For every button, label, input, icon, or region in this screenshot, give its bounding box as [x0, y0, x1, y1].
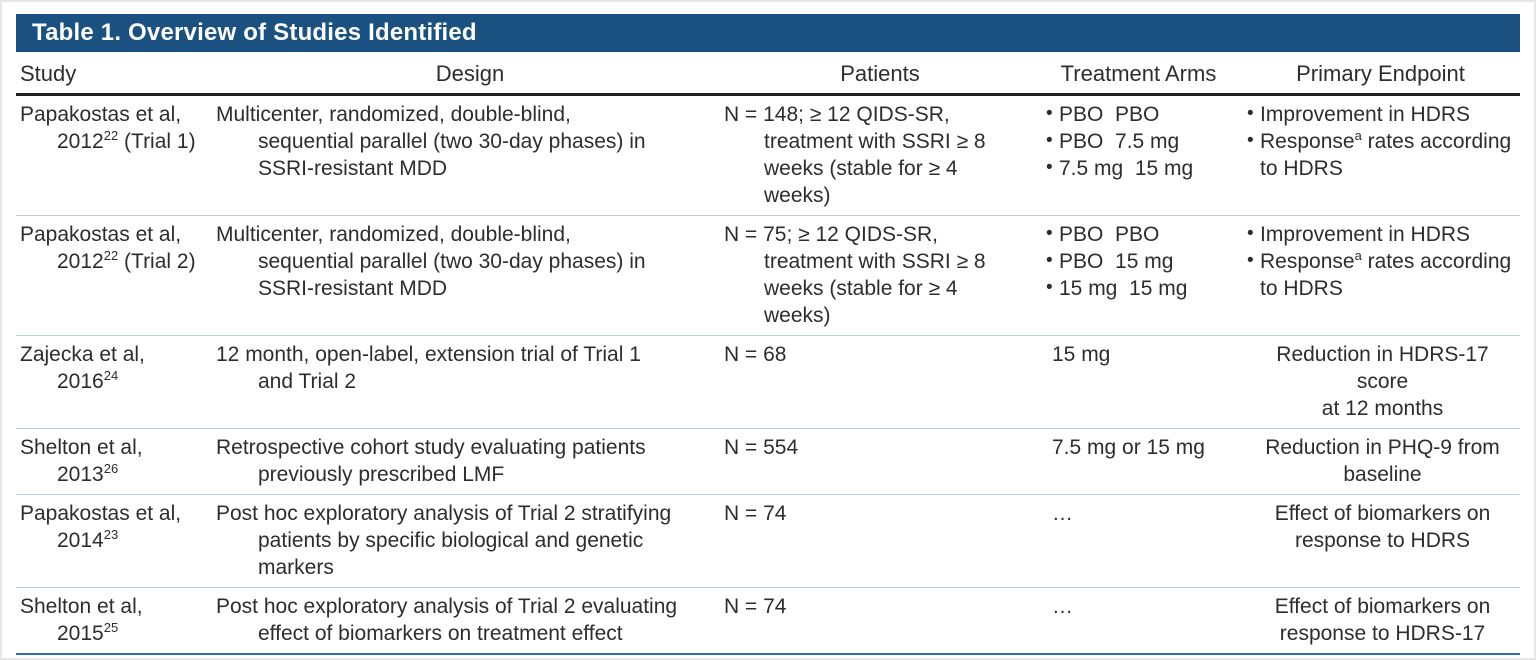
table-row-zajecka-2016: Zajecka et al, 201624 12 month, open-lab… — [16, 336, 1520, 429]
design-cell: Retrospective cohort study evaluating pa… — [216, 436, 646, 486]
endpoint-item: Responsea rates according to HDRS — [1245, 247, 1520, 302]
study-cell: Shelton et al, 201326 — [16, 434, 216, 488]
table-row-shelton-2013: Shelton et al, 201326 Retrospective coho… — [16, 429, 1520, 495]
primary-endpoint-cell: Reduction in PHQ-9 from baseline — [1241, 434, 1520, 488]
study-citation-line1: Shelton et al, — [20, 595, 143, 618]
study-citation-line1: Zajecka et al, — [20, 343, 145, 366]
table-title-bar: Table 1. Overview of Studies Identified — [16, 14, 1520, 52]
study-cell: Shelton et al, 201525 — [16, 593, 216, 647]
primary-endpoint-cell: Effect of biomarkers on response to HDRS — [1241, 500, 1520, 581]
design-cell: 12 month, open-label, extension trial of… — [216, 343, 641, 393]
column-header-treatment-arms: Treatment Arms — [1060, 61, 1217, 86]
primary-endpoint-cell: Reduction in HDRS-17 score at 12 months — [1241, 341, 1520, 422]
treatment-arm-text: 7.5 mg or 15 mg — [1052, 436, 1205, 459]
design-cell: Post hoc exploratory analysis of Trial 2… — [216, 595, 678, 645]
column-header-design: Design — [435, 61, 505, 86]
treatment-arm-item: PBO PBO — [1044, 220, 1241, 248]
footnote-marker-superscript: a — [1354, 128, 1362, 143]
design-cell: Post hoc exploratory analysis of Trial 2… — [216, 502, 672, 579]
endpoint-item: Improvement in HDRS — [1245, 100, 1520, 128]
study-citation-line2: 201525 — [57, 620, 119, 645]
design-cell: Multicenter, randomized, double-blind, s… — [216, 223, 646, 300]
citation-reference-superscript: 25 — [103, 620, 119, 635]
treatment-arms-cell: 7.5 mg or 15 mg — [1036, 434, 1241, 488]
treatment-arm-item: 15 mg 15 mg — [1044, 274, 1241, 302]
patients-cell: N = 68 — [724, 343, 787, 366]
table-row-papakostas-2014: Papakostas et al, 201423 Post hoc explor… — [16, 495, 1520, 588]
primary-endpoint-cell: Improvement in HDRS Responsea rates acco… — [1241, 220, 1520, 329]
treatment-arms-cell: … — [1036, 593, 1241, 647]
study-citation-line2: 201222 (Trial 1) — [57, 128, 196, 153]
study-cell: Papakostas et al, 201222 (Trial 1) — [16, 101, 216, 209]
citation-reference-superscript: 23 — [103, 527, 119, 542]
primary-endpoint-cell: Improvement in HDRS Responsea rates acco… — [1241, 100, 1520, 209]
table-row-papakostas-2012-trial1: Papakostas et al, 201222 (Trial 1) Multi… — [16, 96, 1520, 216]
study-cell: Zajecka et al, 201624 — [16, 341, 216, 422]
treatment-arms-cell: … — [1036, 500, 1241, 581]
study-citation-line2: 201326 — [57, 461, 119, 486]
citation-reference-superscript: 24 — [103, 368, 119, 383]
treatment-arm-text: 15 mg — [1052, 343, 1111, 366]
study-citation-line1: Papakostas et al, — [20, 103, 182, 126]
study-citation-line1: Papakostas et al, — [20, 223, 182, 246]
study-citation-line1: Shelton et al, — [20, 436, 143, 459]
citation-reference-superscript: 22 — [103, 248, 119, 263]
patients-cell: N = 74 — [724, 502, 787, 525]
treatment-arm-item: PBO PBO — [1044, 100, 1241, 128]
column-header-patients: Patients — [840, 61, 920, 86]
study-citation-line2: 201222 (Trial 2) — [57, 248, 196, 273]
study-citation-line2: 201423 — [57, 527, 119, 552]
study-cell: Papakostas et al, 201423 — [16, 500, 216, 581]
study-cell: Papakostas et al, 201222 (Trial 2) — [16, 221, 216, 329]
endpoint-text: Reduction in HDRS-17 score at 12 months — [1276, 343, 1489, 420]
design-cell: Multicenter, randomized, double-blind, s… — [216, 103, 646, 180]
table-row-shelton-2015: Shelton et al, 201525 Post hoc explorato… — [16, 588, 1520, 655]
treatment-arms-cell: PBO PBO PBO 7.5 mg 7.5 mg 15 mg — [1036, 100, 1241, 209]
patients-cell: N = 554 — [724, 436, 799, 459]
treatment-arms-cell: PBO PBO PBO 15 mg 15 mg 15 mg — [1036, 220, 1241, 329]
treatment-arms-cell: 15 mg — [1036, 341, 1241, 422]
patients-cell: N = 148; ≥ 12 QIDS-SR, treatment with SS… — [724, 103, 986, 207]
patients-cell: N = 74 — [724, 595, 787, 618]
endpoint-item: Responsea rates according to HDRS — [1245, 127, 1520, 182]
column-header-primary-endpoint: Primary Endpoint — [1296, 61, 1465, 86]
column-header-row: Study Design Patients Treatment Arms Pri… — [16, 52, 1520, 96]
endpoint-text: Effect of biomarkers on response to HDRS… — [1274, 595, 1491, 645]
column-header-study: Study — [20, 61, 77, 86]
treatment-arm-text: … — [1052, 502, 1073, 525]
treatment-arm-item: 7.5 mg 15 mg — [1044, 154, 1241, 182]
study-citation-line1: Papakostas et al, — [20, 502, 182, 525]
table-title: Table 1. Overview of Studies Identified — [32, 19, 477, 46]
endpoint-item: Improvement in HDRS — [1245, 220, 1520, 248]
endpoint-text: Effect of biomarkers on response to HDRS — [1274, 502, 1491, 552]
table-row-papakostas-2012-trial2: Papakostas et al, 201222 (Trial 2) Multi… — [16, 216, 1520, 336]
endpoint-text: Reduction in PHQ-9 from baseline — [1265, 436, 1500, 486]
citation-reference-superscript: 22 — [103, 128, 119, 143]
study-citation-line2: 201624 — [57, 368, 119, 393]
treatment-arm-item: PBO 15 mg — [1044, 247, 1241, 275]
citation-reference-superscript: 26 — [103, 461, 119, 476]
primary-endpoint-cell: Effect of biomarkers on response to HDRS… — [1241, 593, 1520, 647]
patients-cell: N = 75; ≥ 12 QIDS-SR, treatment with SSR… — [724, 223, 986, 327]
footnote-marker-superscript: a — [1354, 248, 1362, 263]
treatment-arm-item: PBO 7.5 mg — [1044, 127, 1241, 155]
treatment-arm-text: … — [1052, 595, 1073, 618]
